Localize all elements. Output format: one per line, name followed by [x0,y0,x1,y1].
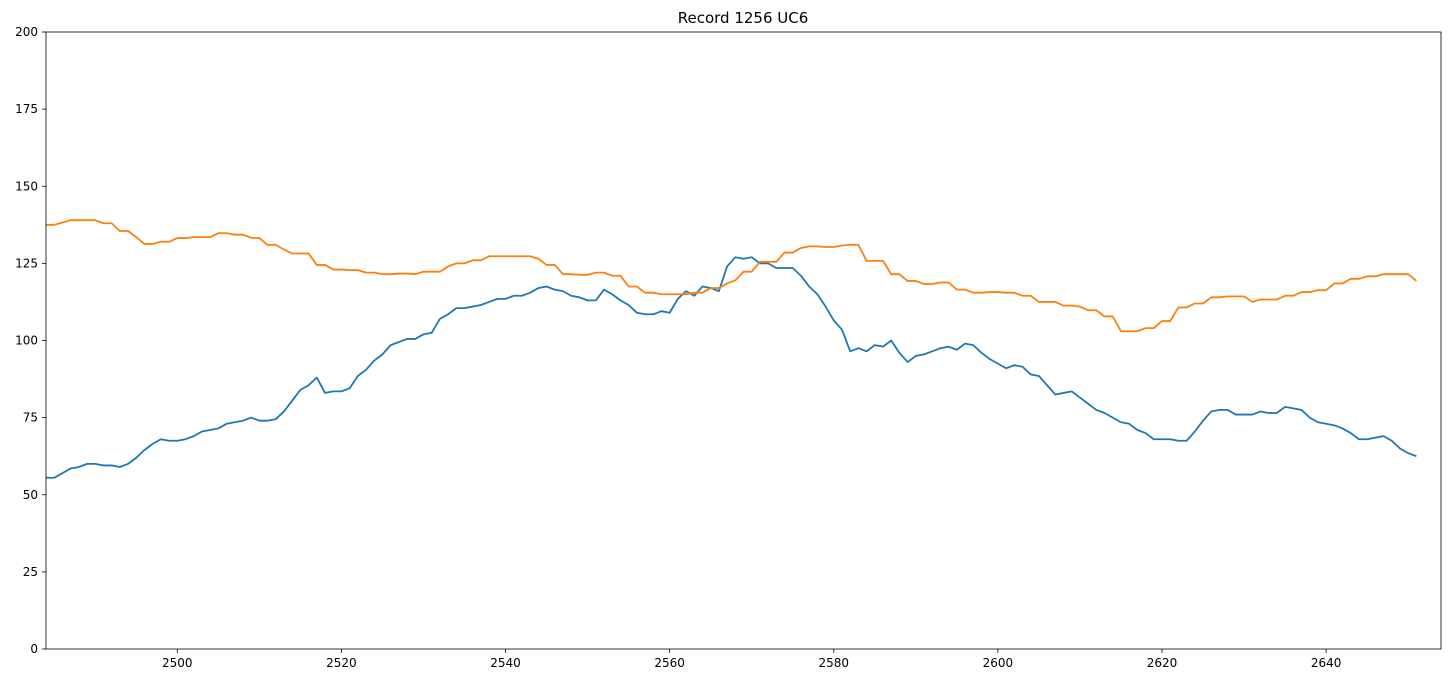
y-tick-label: 200 [15,25,38,39]
plot-frame [45,31,1442,650]
y-tick-label: 25 [23,565,38,579]
x-tick-label: 2560 [654,656,685,670]
chart-title: Record 1256 UC6 [678,9,809,27]
y-tick-label: 50 [23,488,38,502]
y-tick-label: 175 [15,102,38,116]
y-tick-label: 100 [15,334,38,348]
x-tick-label: 2600 [983,656,1014,670]
x-tick-label: 2580 [818,656,849,670]
series-layer [46,219,1417,479]
y-tick-label: 75 [23,411,38,425]
x-tick-label: 2620 [1147,656,1178,670]
y-axis: 0 25 50 75 100 125 150 175 200 [15,25,46,656]
series-line-1 [46,256,1417,479]
y-tick-label: 150 [15,179,38,193]
x-tick-label: 2500 [162,656,193,670]
x-tick-label: 2640 [1311,656,1342,670]
x-tick-label: 2520 [326,656,357,670]
x-tick-label: 2540 [490,656,521,670]
y-tick-label: 0 [30,642,38,656]
y-tick-label: 125 [15,256,38,270]
series-line-2 [46,219,1417,333]
x-axis: 2500 2520 2540 2560 2580 2600 2620 2640 [162,649,1341,670]
